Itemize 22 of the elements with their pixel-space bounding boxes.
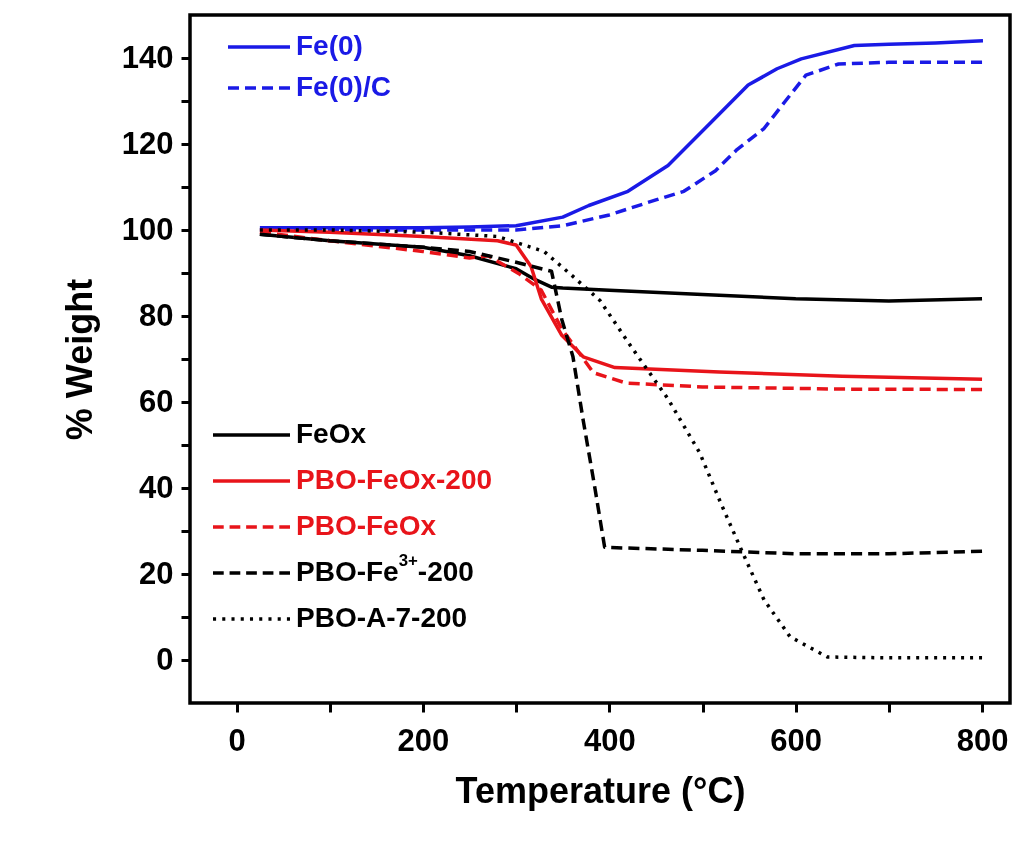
y-tick-label: 100 [121, 211, 174, 247]
y-tick-label: 20 [139, 555, 174, 591]
x-tick-label: 800 [956, 722, 1009, 758]
y-tick-label: 0 [156, 641, 174, 677]
legend-label: PBO-A-7-200 [296, 602, 468, 633]
y-tick-label: 140 [121, 39, 174, 75]
y-axis-title: % Weight [58, 278, 100, 441]
x-axis-title: Temperature (°C) [455, 769, 746, 811]
legend-label: Fe(0) [296, 30, 363, 61]
line-series [258, 228, 984, 660]
x-tick-label: 600 [770, 722, 823, 758]
y-tick-label: 40 [139, 469, 174, 505]
legend-label: PBO-FeOx-200 [296, 464, 493, 495]
legend-label: Fe(0)/C [296, 71, 391, 102]
x-tick-label: 200 [397, 722, 450, 758]
legend-label: PBO-FeOx [296, 510, 437, 541]
y-tick-label: 60 [139, 383, 174, 419]
y-tick-label: 80 [139, 297, 174, 333]
x-tick-label: 0 [228, 722, 246, 758]
y-tick-label: 120 [121, 125, 174, 161]
x-tick-label: 400 [583, 722, 636, 758]
legend-label: FeOx [296, 418, 367, 449]
